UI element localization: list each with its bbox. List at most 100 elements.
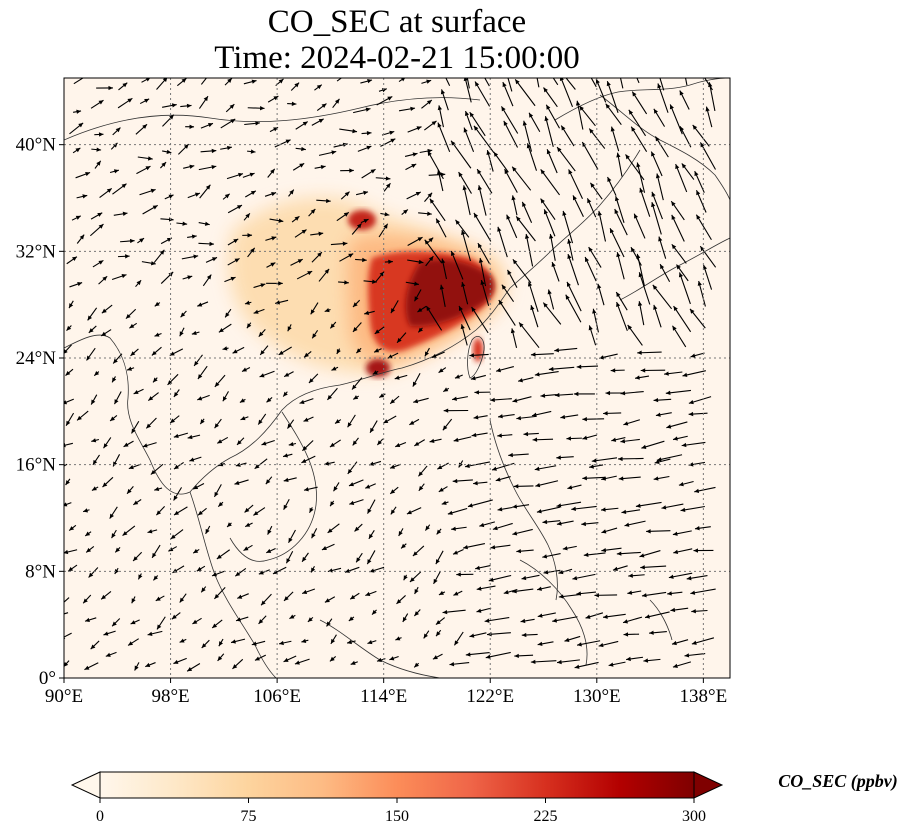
wind-arrow	[395, 636, 402, 641]
wind-arrow	[179, 327, 185, 337]
wind-arrow	[413, 662, 420, 668]
wind-arrow	[211, 570, 226, 577]
wind-arrow	[145, 417, 157, 429]
wind-arrow	[314, 84, 323, 91]
wind-arrow	[357, 145, 372, 152]
wind-arrow	[461, 281, 469, 305]
wind-arrow	[316, 103, 327, 111]
wind-arrow	[545, 104, 561, 129]
wind-arrow	[640, 368, 666, 373]
wind-arrow	[251, 640, 266, 646]
wind-arrow	[326, 618, 333, 627]
gridlines	[64, 78, 730, 678]
wind-arrow	[418, 483, 425, 492]
wind-arrow	[575, 100, 584, 130]
wind-arrow	[237, 593, 249, 599]
wind-arrow	[562, 210, 574, 244]
wind-arrow	[497, 433, 513, 438]
wind-arrow	[523, 431, 539, 437]
wind-arrow	[139, 188, 156, 196]
wind-arrow	[441, 500, 449, 505]
wind-arrow	[142, 442, 157, 448]
wind-arrow	[147, 630, 163, 636]
wind-arrow	[651, 191, 663, 220]
x-tick-label: 90°E	[45, 686, 83, 707]
wind-arrow	[182, 275, 193, 280]
wind-arrow	[380, 212, 390, 217]
wind-arrow	[84, 662, 99, 671]
wind-arrow	[380, 138, 396, 147]
wind-arrow	[436, 169, 444, 192]
wind-arrow	[521, 201, 533, 223]
wind-arrow	[601, 475, 617, 481]
colorbar-extend-low-arrow	[70, 771, 101, 799]
wind-arrow	[244, 121, 261, 126]
wind-arrow	[267, 168, 276, 178]
wind-arrow	[424, 192, 433, 202]
wind-arrow	[230, 638, 246, 644]
wind-arrow	[64, 597, 70, 603]
wind-arrow	[151, 346, 162, 356]
wind-arrow	[141, 261, 156, 266]
wind-arrow	[497, 413, 515, 419]
wind-arrow	[68, 524, 77, 531]
wind-arrow	[664, 371, 683, 376]
wind-arrow	[344, 566, 360, 573]
wind-arrow	[267, 95, 279, 103]
wind-arrow	[336, 348, 341, 355]
wind-arrow	[338, 280, 349, 285]
wind-arrow	[114, 567, 119, 575]
wind-arrow	[398, 528, 404, 537]
colorbar-tick-label: 300	[682, 808, 706, 825]
wind-arrow	[156, 78, 168, 90]
wind-arrow	[567, 484, 582, 490]
wind-arrow	[185, 124, 195, 129]
wind-arrow	[643, 658, 661, 663]
wind-arrow	[311, 528, 318, 539]
wind-arrow	[495, 476, 511, 482]
wind-arrow	[449, 661, 470, 667]
wind-arrow	[624, 520, 646, 527]
wind-arrow	[192, 548, 200, 554]
wind-arrow	[261, 439, 275, 446]
wind-arrow	[100, 329, 112, 337]
wind-arrow	[616, 252, 625, 280]
wind-arrow	[266, 262, 276, 268]
wind-arrow	[236, 437, 245, 446]
wind-arrow	[423, 630, 430, 639]
wind-arrow	[469, 111, 486, 137]
wind-arrow	[534, 465, 557, 471]
wind-arrow	[654, 136, 669, 158]
wind-arrow	[295, 121, 309, 130]
wind-arrow	[101, 304, 113, 314]
wind-arrow	[360, 79, 373, 84]
wind-arrow	[156, 616, 166, 630]
wind-arrow	[109, 415, 118, 422]
wind-arrow	[189, 456, 202, 462]
wind-arrow	[389, 463, 401, 469]
wind-arrow	[591, 457, 618, 463]
wind-arrow	[424, 239, 442, 263]
wind-arrow	[442, 418, 453, 431]
wind-arrow	[618, 476, 641, 481]
wind-arrow	[351, 377, 363, 390]
wind-arrow	[431, 351, 445, 359]
wind-arrow	[303, 416, 314, 422]
wind-arrow	[122, 525, 136, 537]
wind-arrow	[96, 85, 113, 91]
wind-arrow	[515, 216, 536, 242]
wind-arrow	[137, 573, 143, 580]
wind-arrow	[367, 640, 377, 645]
wind-arrow	[568, 169, 584, 199]
wind-arrow	[576, 591, 597, 596]
wind-arrow	[133, 388, 144, 395]
wind-arrow	[111, 273, 127, 280]
wind-arrow	[287, 324, 292, 332]
wind-arrow	[655, 412, 672, 417]
wind-arrow	[378, 88, 388, 93]
wind-arrow	[130, 348, 139, 357]
wind-arrow	[288, 529, 296, 543]
wind-arrow	[91, 147, 102, 152]
wind-arrow	[131, 420, 140, 434]
wind-arrow	[514, 653, 534, 659]
